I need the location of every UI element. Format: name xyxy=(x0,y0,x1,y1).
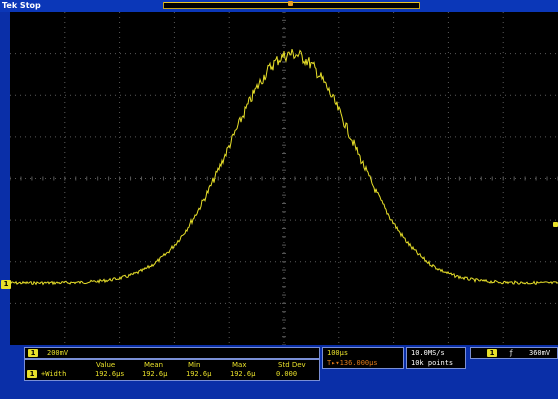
ch1-waveform-trace xyxy=(10,48,558,286)
trigger-level: 360mV xyxy=(529,349,551,357)
value-value: 192.6µs xyxy=(95,370,125,378)
measurement-headers: Value Mean Min Max Std Dev xyxy=(26,361,318,370)
ch1-volts-per-div: 200mV xyxy=(47,349,69,357)
trigger-readout[interactable]: 1 ƒ 360mV xyxy=(470,347,558,359)
graticule-grid xyxy=(10,12,558,345)
sample-rate: 10.0MS/s xyxy=(411,349,445,357)
value-std-dev: 0.000 xyxy=(276,370,298,378)
value-min: 192.6µ xyxy=(186,370,212,378)
waveform-display[interactable] xyxy=(10,12,558,345)
ch1-ground-marker[interactable]: 1 xyxy=(1,280,11,289)
trigger-level-marker[interactable] xyxy=(553,222,558,227)
graticule-svg xyxy=(10,12,558,345)
header-min: Min xyxy=(188,361,201,369)
timebase-readout[interactable]: 100µs T▸▾136.000µs xyxy=(322,347,404,369)
record-position-marker xyxy=(288,1,293,6)
measurement-panel[interactable] xyxy=(24,359,320,381)
measurement-name: +Width xyxy=(41,370,67,378)
record-length: 10k points xyxy=(411,359,454,367)
header-value: Value xyxy=(96,361,116,369)
status-bar: Tek Stop xyxy=(0,0,558,12)
delay-value: ▸▾136.000µs xyxy=(331,359,378,367)
acquisition-readout[interactable]: 10.0MS/s 10k points xyxy=(406,347,466,369)
acquisition-status: Tek Stop xyxy=(2,1,41,10)
delay-icon: T xyxy=(327,359,332,367)
trigger-slope-icon: ƒ xyxy=(509,349,514,357)
horizontal-delay: T▸▾136.000µs xyxy=(327,359,378,367)
measurement-channel-badge: 1 xyxy=(27,370,37,378)
header-mean: Mean xyxy=(144,361,164,369)
value-mean: 192.6µ xyxy=(142,370,168,378)
ch1-scale-badge: 1 xyxy=(28,349,38,357)
record-view-bar[interactable] xyxy=(163,1,420,9)
header-max: Max xyxy=(232,361,247,369)
header-std-dev: Std Dev xyxy=(278,361,306,369)
value-max: 192.6µ xyxy=(230,370,256,378)
trigger-source-badge: 1 xyxy=(487,349,497,357)
ch1-scale-readout[interactable]: 1 200mV xyxy=(24,347,320,359)
time-per-div: 100µs xyxy=(327,349,349,357)
